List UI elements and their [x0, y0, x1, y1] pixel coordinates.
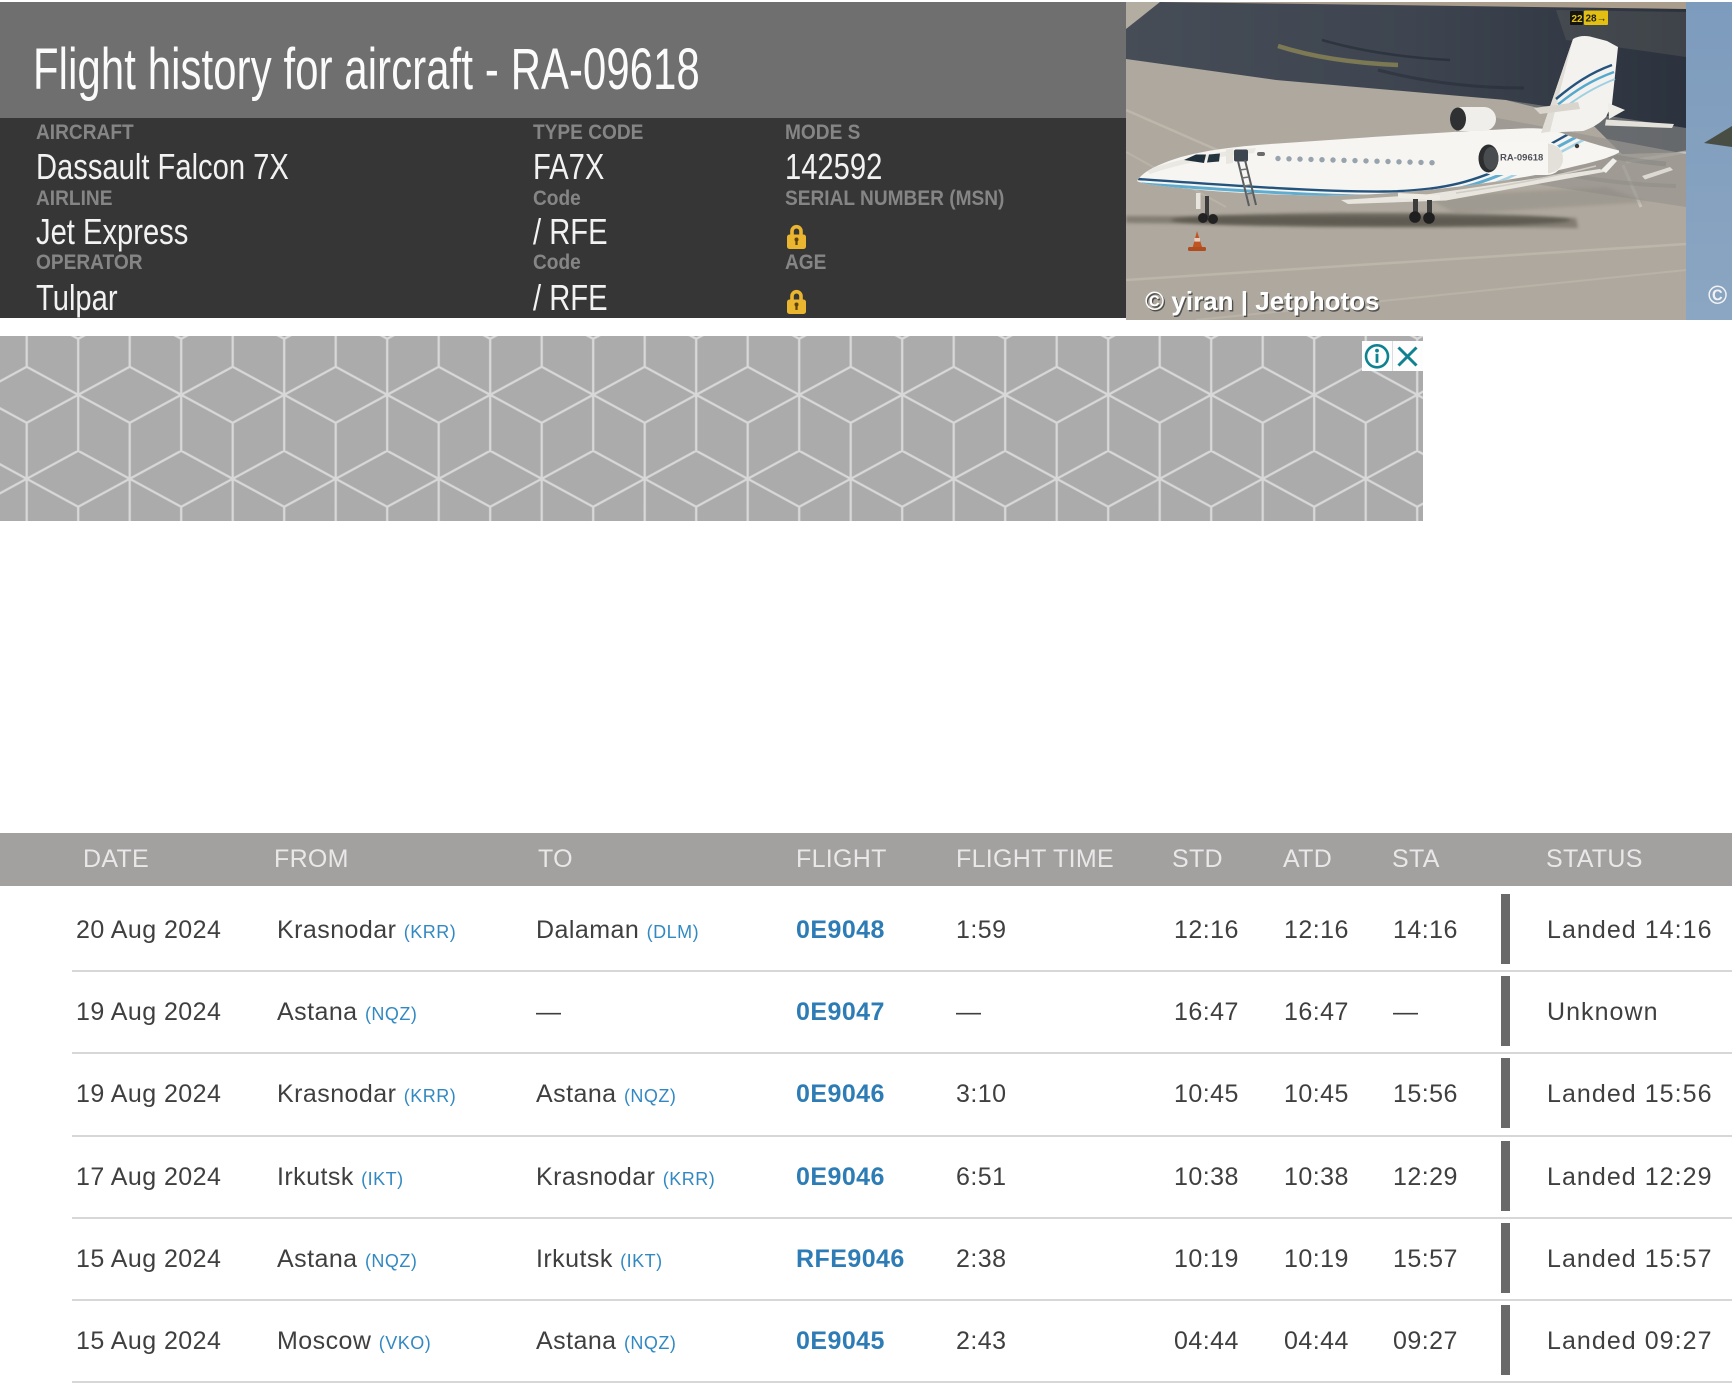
- svg-text:28→: 28→: [1586, 14, 1607, 25]
- svg-text:© yiran | Jetphotos: © yiran | Jetphotos: [1145, 286, 1379, 316]
- svg-text:© yiran | Jetphotos: © yiran | Jetphotos: [1146, 287, 1380, 317]
- svg-text:22: 22: [1572, 14, 1584, 25]
- svg-text:©: ©: [1708, 280, 1727, 310]
- svg-text:RA-09618: RA-09618: [1500, 153, 1543, 164]
